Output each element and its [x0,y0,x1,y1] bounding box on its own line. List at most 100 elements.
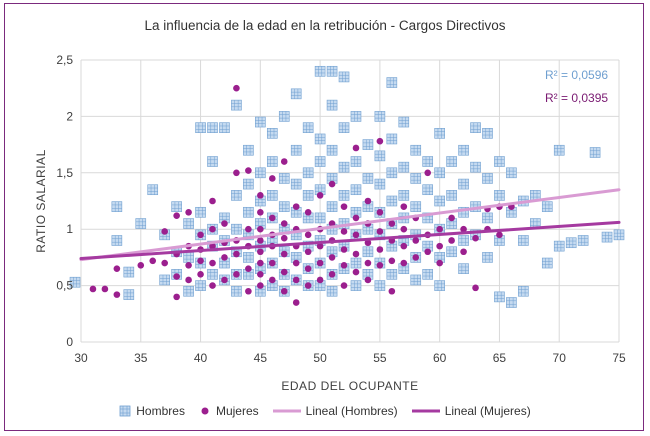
hombres-point [243,206,254,218]
hombres-point [553,240,565,252]
x-tick-label: 35 [134,351,148,365]
mujeres-point [268,276,276,284]
hombres-point [207,156,218,167]
hombres-point [398,161,410,173]
mujeres-point [340,261,348,269]
mujeres-point [113,291,121,298]
hombres-point [374,280,386,291]
mujeres-point [292,276,300,284]
hombres-point [338,122,350,133]
x-tick-label: 60 [433,351,447,365]
mujeres-point [257,271,264,278]
hombres-point [434,167,445,179]
hombres-point [290,144,302,156]
mujeres-point [89,285,97,293]
hombres-point [601,231,613,243]
hombres-point [565,237,577,249]
mujeres-point [424,169,432,177]
x-tick-label: 70 [553,351,567,365]
hombres-point [278,173,290,184]
hombres-point [494,156,505,167]
mujeres-point [161,259,168,267]
mujeres-point [364,259,372,267]
hombres-point [482,173,493,184]
hombres-point [506,167,517,179]
mujeres-point [292,259,300,267]
legend-label-lineal-mujeres: Lineal (Mujeres) [444,404,531,418]
hombres-point [231,190,242,201]
hombres-point [350,111,362,122]
mujeres-point [185,276,192,284]
legend: Hombres Mujeres Lineal (Hombres) Lineal … [5,404,645,418]
hombres-point [183,252,194,263]
mujeres-point [448,237,455,244]
hombres-point [231,285,242,297]
hombres-point [255,167,266,179]
mujeres-point [376,137,384,145]
legend-item-mujeres: Mujeres [199,404,259,418]
mujeres-point [388,257,396,265]
hombres-point [266,156,278,167]
mujeres-point [197,271,204,278]
mujeres-point [352,144,360,152]
x-tick-label: 65 [493,351,507,365]
y-tick-label: 0 [66,335,73,349]
mujeres-point [245,287,252,295]
y-tick-label: 2 [66,109,73,123]
mujeres-point [221,276,228,284]
hombres-point [458,263,469,274]
mujeres-point [197,231,204,239]
hombres-point [362,173,374,184]
mujeres-point [328,271,336,278]
mujeres-point [209,259,216,267]
mujeres-point [364,276,372,284]
hombres-point [171,201,182,212]
hombres-point [350,156,362,167]
mujeres-point [340,282,348,289]
mujeres-point [149,257,157,265]
hombres-point [255,116,266,128]
hombres-point [553,144,565,156]
hombres-point [111,235,123,246]
hombres-point [326,99,338,111]
hombres-point [183,218,194,229]
hombres-point [266,128,278,139]
legend-label-mujeres: Mujeres [215,404,259,418]
mujeres-point [245,225,252,233]
trend-hombres-line-icon [272,409,301,413]
hombres-point [470,122,481,133]
hombres-point [243,178,254,190]
hombres-point [494,190,505,201]
mujeres-point [233,271,240,278]
hombres-point [350,280,362,291]
mujeres-point [436,242,443,250]
mujeres-point [304,248,312,256]
hombres-point [482,212,493,224]
mujeres-point [412,237,420,244]
hombres-point [207,269,218,280]
hombres-point [326,201,338,212]
hombres-point [243,144,254,156]
hombres-point [386,167,398,179]
hombres-point [374,111,386,122]
x-axis-label: EDAD DEL OCUPANTE [281,379,418,393]
mujeres-point [233,84,240,92]
hombres-point [410,173,422,184]
mujeres-point [460,248,467,256]
mujeres-point [268,175,276,182]
hombres-point [302,122,314,133]
hombres-point [350,184,362,196]
hombres-point [434,195,445,207]
hombres-point [386,269,398,280]
mujeres-point [340,228,348,235]
hombres-point [410,274,422,286]
hombres-point [111,201,123,212]
mujeres-point [304,282,312,289]
hombres-marker-icon [119,405,131,417]
hombres-point [458,206,469,218]
hombres-point [386,133,398,145]
mujeres-point [233,250,240,258]
hombres-point [541,257,553,269]
hombres-point [326,144,338,156]
mujeres-point [257,282,264,289]
